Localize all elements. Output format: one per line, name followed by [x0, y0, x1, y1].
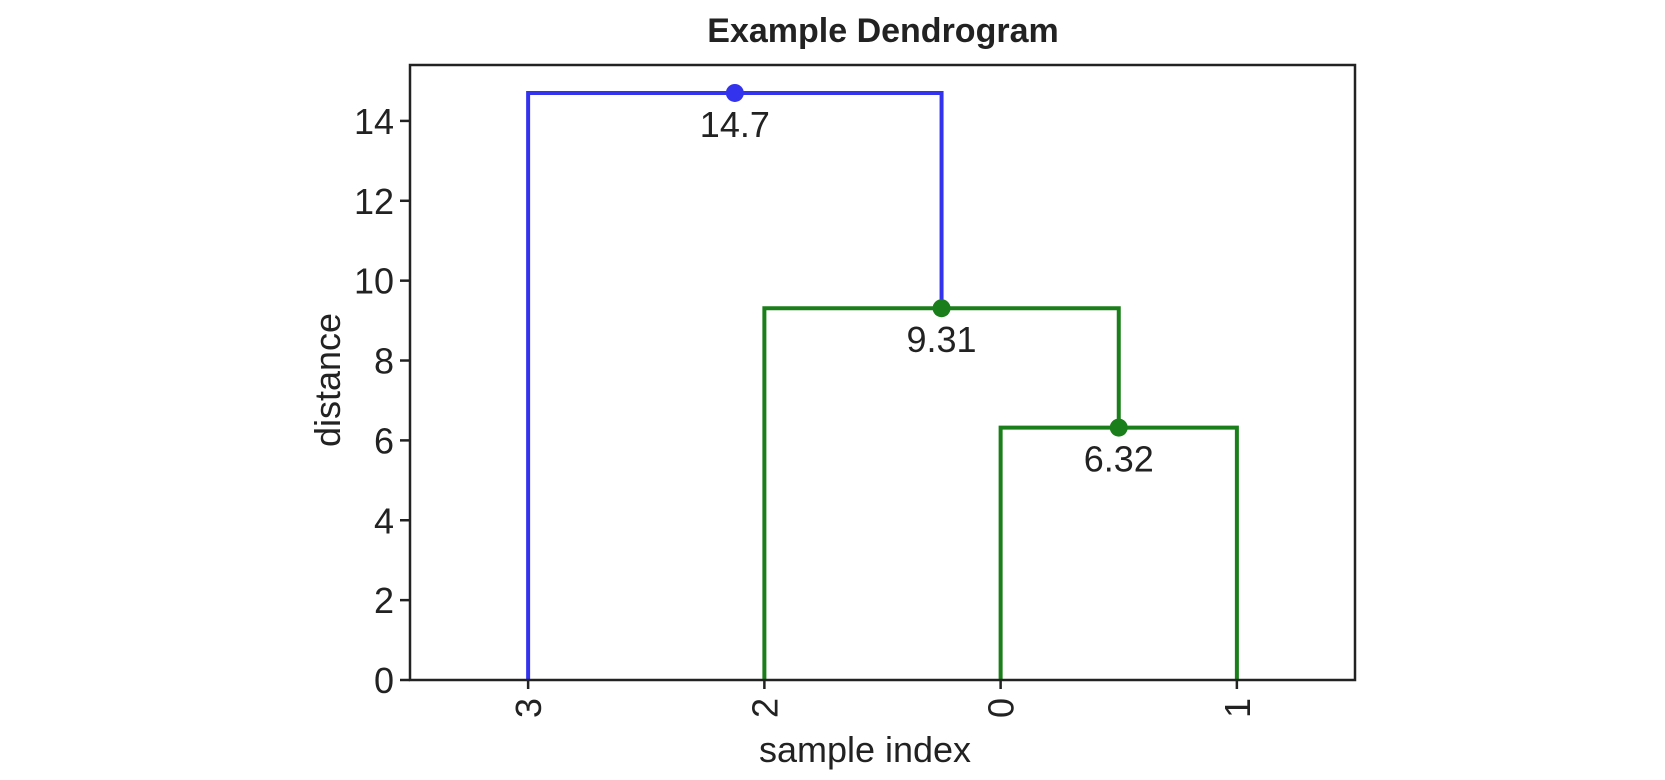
y-tick-label: 0	[374, 660, 394, 701]
x-axis: 3 2 0 1	[508, 680, 1258, 718]
x-tick-label: 1	[1217, 698, 1258, 718]
x-tick-label: 3	[508, 698, 549, 718]
y-tick-label: 10	[354, 261, 394, 302]
merge-point-marker	[932, 299, 951, 318]
y-tick-label: 8	[374, 341, 394, 382]
merge-distance-label: 14.7	[700, 104, 770, 145]
y-axis-label: distance	[307, 313, 348, 447]
y-tick-label: 14	[354, 101, 394, 142]
links-layer	[526, 90, 1239, 680]
y-tick-label: 4	[374, 500, 394, 541]
x-axis-label: sample index	[759, 729, 971, 770]
x-tick-label: 0	[981, 698, 1022, 718]
y-tick-label: 12	[354, 181, 394, 222]
y-tick-label: 6	[374, 420, 394, 461]
data-labels-layer: 6.32 9.31 14.7	[700, 104, 1154, 480]
y-tick-label: 2	[374, 580, 394, 621]
dendrogram-link	[762, 306, 1121, 680]
merge-distance-label: 9.31	[907, 319, 977, 360]
markers-layer	[725, 83, 1128, 437]
chart-title: Example Dendrogram	[707, 12, 1058, 50]
merge-distance-label: 6.32	[1084, 439, 1154, 480]
merge-point-marker	[725, 83, 744, 102]
y-axis: 0 2 4 6 8 10 12 14	[354, 101, 410, 701]
merge-point-marker	[1109, 418, 1128, 437]
plot-frame	[408, 63, 1357, 682]
dendrogram-link	[526, 90, 944, 680]
x-tick-label: 2	[744, 698, 785, 718]
